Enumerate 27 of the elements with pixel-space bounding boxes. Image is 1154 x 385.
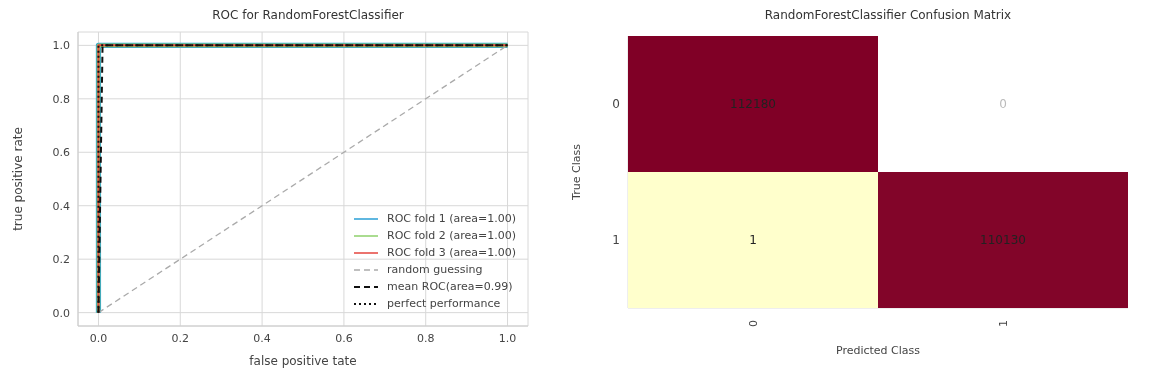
y-tick-label: 0.4 xyxy=(52,199,70,213)
x-tick-label: 0.6 xyxy=(335,331,353,345)
data-label: 1 xyxy=(749,233,757,247)
x-tick-label: 0.4 xyxy=(253,331,271,345)
legend-label: random guessing xyxy=(387,262,483,278)
x-tick-label: 0.2 xyxy=(171,331,190,345)
chart-title: ROC for RandomForestClassifier xyxy=(211,8,405,24)
legend-label: mean ROC(area=0.99) xyxy=(387,279,513,295)
x-axis-title: Predicted Class xyxy=(835,343,921,357)
y-axis-title: True Class xyxy=(569,143,583,201)
x-tick-label: 1.0 xyxy=(498,331,517,345)
x-axis-title: false positive tate xyxy=(249,353,357,368)
chart-title: RandomForestClassifier Confusion Matrix xyxy=(763,8,1013,24)
x-tick-label: 0.0 xyxy=(89,331,108,345)
legend-label: ROC fold 1 (area=1.00) xyxy=(387,211,516,227)
y-tick-label: 0.8 xyxy=(52,92,70,106)
legend-label: perfect performance xyxy=(387,296,501,312)
y-tick-label: 1.0 xyxy=(52,39,70,53)
y-axis-title: true positive rate xyxy=(11,127,26,231)
y-tick-label: 0.6 xyxy=(52,146,70,160)
x-tick-label: 0.8 xyxy=(416,331,435,345)
legend-label: ROC fold 3 (area=1.00) xyxy=(387,245,516,261)
data-label: 112180 xyxy=(730,97,776,111)
legend-label: ROC fold 2 (area=1.00) xyxy=(387,228,516,244)
data-label: 0 xyxy=(999,97,1007,111)
y-tick-label: 0.2 xyxy=(52,253,70,267)
data-label: 110130 xyxy=(980,233,1026,247)
